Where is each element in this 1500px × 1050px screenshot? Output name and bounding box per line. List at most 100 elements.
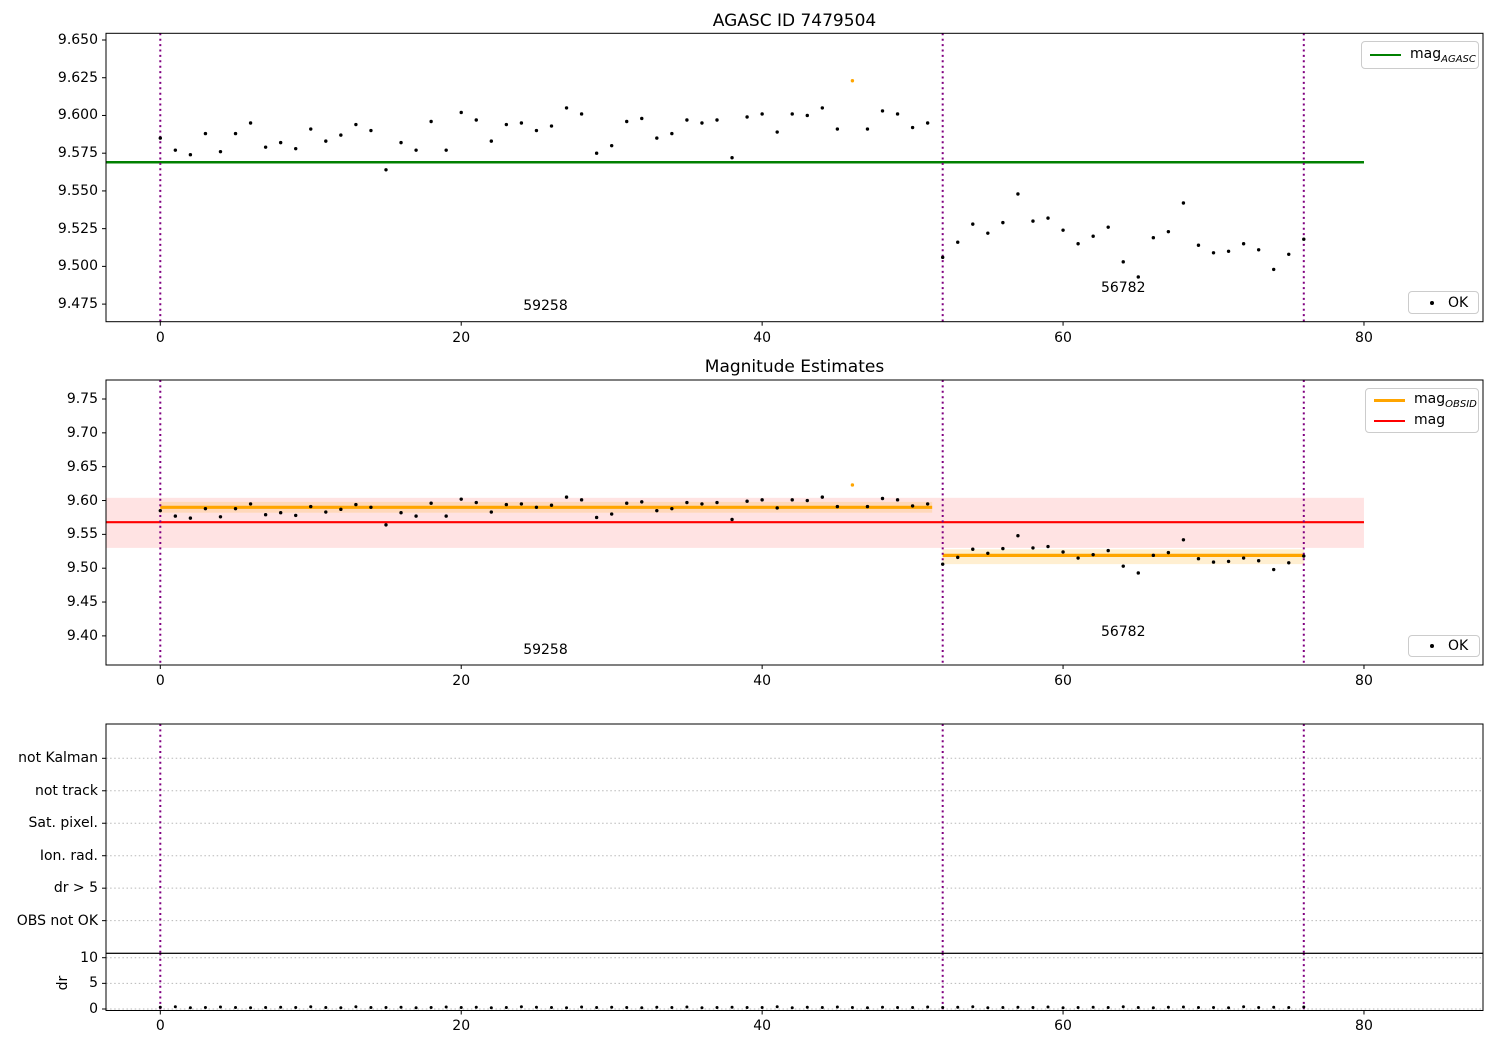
data-point xyxy=(1001,220,1005,225)
data-point xyxy=(609,512,614,516)
mag-obsid-legend-label: magOBSID xyxy=(1414,391,1477,410)
dr-data-point xyxy=(249,1006,253,1010)
data-point xyxy=(294,513,298,518)
dr-data-point xyxy=(640,1006,644,1010)
data-point xyxy=(1121,260,1125,264)
dr-data-point xyxy=(805,1005,809,1009)
ok-legend-top-row: OK xyxy=(1417,292,1470,313)
dr-data-point xyxy=(549,1005,553,1009)
data-point xyxy=(640,500,644,504)
data-point xyxy=(414,514,418,518)
dr-data-point xyxy=(745,1005,749,1009)
data-point xyxy=(910,504,915,508)
dr-data-point xyxy=(279,1005,283,1009)
data-point xyxy=(715,118,719,122)
dr-data-point xyxy=(218,1005,222,1009)
mag-obsid-label-sub: OBSID xyxy=(1445,398,1477,410)
dr-data-point xyxy=(865,1006,869,1010)
data-point xyxy=(384,168,388,172)
data-point xyxy=(594,515,599,520)
data-point xyxy=(429,501,433,505)
data-point xyxy=(369,128,373,133)
data-point xyxy=(880,109,885,113)
data-point xyxy=(1031,546,1035,550)
data-point xyxy=(519,121,524,125)
mag-obsid-line-swatch xyxy=(1374,398,1405,402)
data-point xyxy=(564,495,569,499)
data-point xyxy=(956,240,960,244)
data-point xyxy=(670,131,674,136)
dr-data-point xyxy=(911,1005,915,1009)
dr-data-point xyxy=(896,1005,900,1009)
dr-data-point xyxy=(565,1006,569,1010)
data-point xyxy=(1256,248,1261,252)
data-point xyxy=(1226,249,1231,253)
data-point xyxy=(1046,216,1050,220)
data-point xyxy=(971,222,975,226)
data-point xyxy=(504,502,509,507)
dr-data-point xyxy=(504,1005,508,1009)
dr-data-point xyxy=(655,1005,659,1009)
dr-data-point xyxy=(309,1005,313,1009)
data-point xyxy=(835,127,840,131)
mag-estimates-legend: magOBSID mag xyxy=(1365,388,1479,433)
data-point xyxy=(1287,561,1291,565)
mag-line-swatch xyxy=(1374,420,1405,422)
data-point xyxy=(940,255,945,260)
data-point xyxy=(1226,559,1231,564)
data-point xyxy=(775,506,779,510)
data-point xyxy=(1151,236,1156,240)
dr-data-point xyxy=(1166,1005,1170,1009)
mag-obsid-legend-row: magOBSID xyxy=(1374,390,1477,411)
dr-plot-border xyxy=(105,952,1484,1011)
data-point xyxy=(309,504,313,509)
ok-legend-middle-label: OK xyxy=(1448,638,1469,654)
dr-data-point xyxy=(519,1005,523,1009)
data-point xyxy=(925,121,930,125)
data-point xyxy=(1256,559,1261,563)
data-point xyxy=(1211,560,1216,564)
data-point xyxy=(1091,552,1095,557)
data-point xyxy=(459,497,463,501)
data-point xyxy=(1016,534,1020,538)
dr-data-point xyxy=(1272,1005,1276,1009)
dr-data-point xyxy=(429,1005,433,1009)
data-point xyxy=(519,502,524,506)
dr-data-point xyxy=(354,1005,358,1009)
dr-data-point xyxy=(1302,1005,1306,1009)
dr-data-point xyxy=(715,1005,719,1009)
data-point xyxy=(564,106,569,110)
dr-data-point xyxy=(324,1005,328,1009)
data-point xyxy=(218,515,223,519)
data-point xyxy=(474,500,478,505)
dr-data-point xyxy=(700,1006,704,1010)
data-point xyxy=(459,110,463,115)
data-point xyxy=(549,124,554,128)
data-point xyxy=(805,113,809,118)
data-point xyxy=(655,508,659,513)
dr-data-point xyxy=(1046,1005,1050,1009)
dr-axis-label: dr xyxy=(55,975,71,991)
data-point xyxy=(339,507,343,512)
data-point xyxy=(278,140,283,145)
data-point xyxy=(294,146,298,151)
top-plot-title: AGASC ID 7479504 xyxy=(712,11,877,31)
data-point xyxy=(278,511,283,515)
dr-data-point xyxy=(474,1005,478,1009)
dr-data-point xyxy=(1001,1005,1005,1009)
dr-data-point xyxy=(534,1005,538,1009)
dr-data-point xyxy=(625,1005,629,1009)
mag-agasc-label-main: mag xyxy=(1410,45,1442,62)
data-point xyxy=(865,127,870,131)
dr-data-point xyxy=(1196,1005,1200,1009)
dr-data-point xyxy=(971,1005,975,1009)
data-point xyxy=(579,498,584,502)
data-point xyxy=(1001,546,1005,551)
data-point xyxy=(940,562,945,566)
dr-data-point xyxy=(850,1005,854,1009)
data-point xyxy=(1166,229,1171,234)
data-point xyxy=(1076,242,1080,246)
data-point xyxy=(579,112,584,116)
